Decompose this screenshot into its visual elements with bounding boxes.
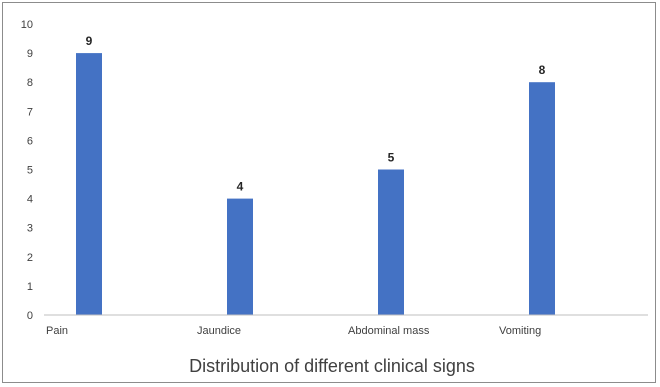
y-tick-label: 6 (27, 135, 33, 147)
y-tick-label: 4 (27, 194, 33, 206)
y-axis: 0 1 2 3 4 5 6 7 8 9 10 (21, 19, 33, 322)
y-tick-label: 8 (27, 77, 33, 89)
y-tick-label: 9 (27, 48, 33, 60)
data-labels: 9 4 5 8 (86, 34, 546, 194)
y-tick-label: 0 (27, 310, 33, 322)
bar (529, 82, 555, 315)
x-tick-label: Jaundice (197, 325, 241, 337)
y-tick-label: 5 (27, 165, 33, 177)
bars (76, 53, 555, 315)
y-tick-label: 7 (27, 106, 33, 118)
data-label: 5 (388, 151, 395, 165)
bar (378, 169, 404, 315)
data-label: 4 (237, 180, 244, 194)
data-label: 8 (539, 63, 546, 77)
y-tick-label: 1 (27, 281, 33, 293)
data-label: 9 (86, 34, 93, 48)
bar (227, 198, 253, 315)
x-tick-label: Pain (46, 325, 68, 337)
x-tick-label: Vomiting (499, 325, 541, 337)
x-tick-label: Abdominal mass (348, 325, 430, 337)
y-tick-label: 10 (21, 19, 33, 31)
y-tick-label: 3 (27, 223, 33, 235)
bar (76, 53, 102, 315)
y-tick-label: 2 (27, 252, 33, 264)
chart-title: Distribution of different clinical signs (189, 356, 475, 376)
category-labels: Pain Jaundice Abdominal mass Vomiting (46, 325, 541, 337)
